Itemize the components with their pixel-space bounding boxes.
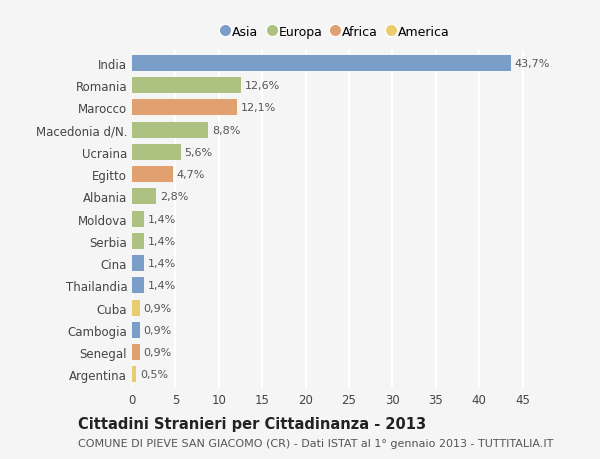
Text: COMUNE DI PIEVE SAN GIACOMO (CR) - Dati ISTAT al 1° gennaio 2013 - TUTTITALIA.IT: COMUNE DI PIEVE SAN GIACOMO (CR) - Dati … bbox=[78, 438, 553, 448]
Bar bbox=[132, 278, 144, 294]
Text: 0,5%: 0,5% bbox=[140, 369, 168, 380]
Text: 1,4%: 1,4% bbox=[148, 236, 176, 246]
Bar bbox=[132, 56, 511, 72]
Bar bbox=[132, 322, 140, 338]
Bar bbox=[132, 78, 241, 94]
Text: 4,7%: 4,7% bbox=[176, 170, 205, 180]
Text: 0,9%: 0,9% bbox=[143, 347, 172, 358]
Bar bbox=[132, 189, 157, 205]
Bar bbox=[132, 100, 237, 116]
Text: 5,6%: 5,6% bbox=[184, 148, 212, 157]
Bar bbox=[132, 367, 136, 382]
Bar bbox=[132, 300, 140, 316]
Bar bbox=[132, 167, 173, 183]
Text: 1,4%: 1,4% bbox=[148, 258, 176, 269]
Text: 0,9%: 0,9% bbox=[143, 325, 172, 335]
Bar bbox=[132, 233, 144, 249]
Text: 12,6%: 12,6% bbox=[245, 81, 280, 91]
Text: 1,4%: 1,4% bbox=[148, 281, 176, 291]
Text: 1,4%: 1,4% bbox=[148, 214, 176, 224]
Bar bbox=[132, 123, 208, 138]
Text: 2,8%: 2,8% bbox=[160, 192, 188, 202]
Text: 12,1%: 12,1% bbox=[241, 103, 276, 113]
Text: 8,8%: 8,8% bbox=[212, 125, 240, 135]
Bar bbox=[132, 211, 144, 227]
Bar bbox=[132, 145, 181, 161]
Text: Cittadini Stranieri per Cittadinanza - 2013: Cittadini Stranieri per Cittadinanza - 2… bbox=[78, 416, 426, 431]
Bar bbox=[132, 256, 144, 272]
Text: 0,9%: 0,9% bbox=[143, 303, 172, 313]
Text: 43,7%: 43,7% bbox=[515, 59, 550, 69]
Bar bbox=[132, 344, 140, 360]
Legend: Asia, Europa, Africa, America: Asia, Europa, Africa, America bbox=[220, 23, 452, 41]
